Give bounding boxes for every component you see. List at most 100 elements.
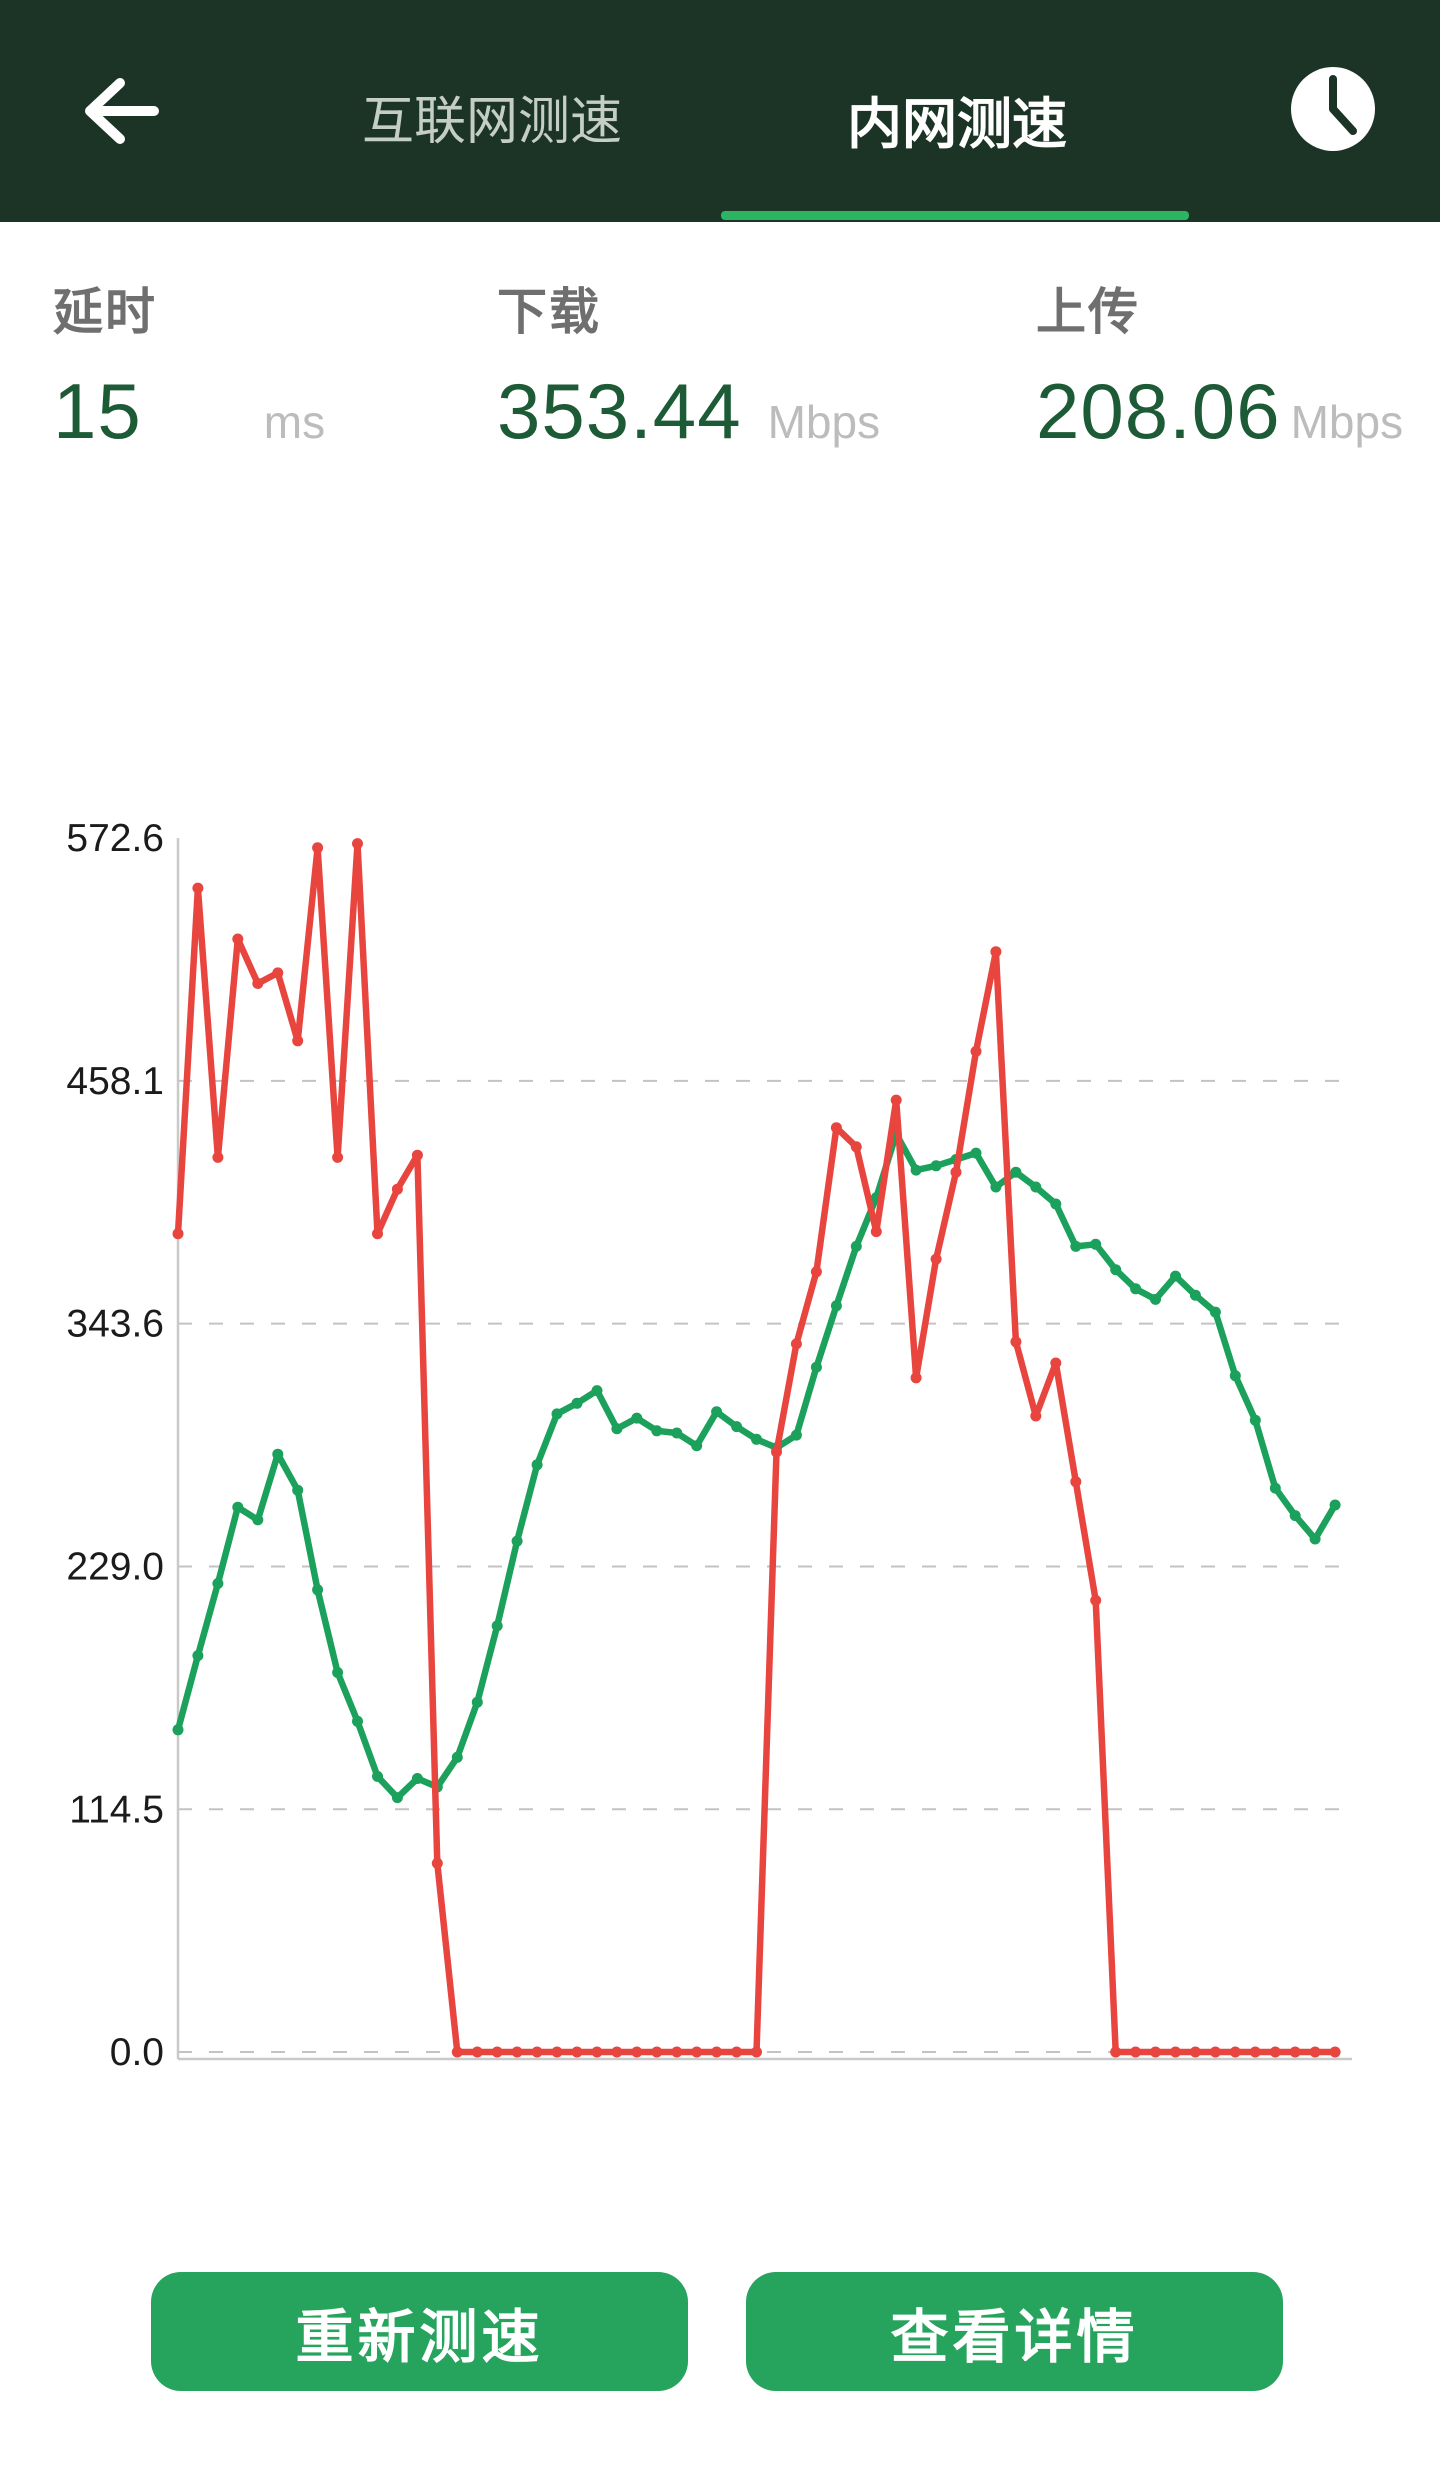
red-download-curve-point [571, 2046, 583, 2058]
red-download-curve-point [691, 2046, 703, 2058]
red-download-curve-point [332, 1151, 344, 1163]
green-upload-curve-point [471, 1696, 483, 1708]
red-download-curve-point [1229, 2046, 1241, 2058]
y-tick-label: 0.0 [110, 2031, 164, 2074]
red-download-curve-point [830, 1122, 842, 1134]
clock-icon [1287, 67, 1379, 158]
upload-label: 上传 [1036, 284, 1140, 340]
arrow-left-icon [76, 78, 172, 162]
red-download-curve-point [511, 2046, 523, 2058]
green-upload-curve-point [1090, 1238, 1102, 1250]
red-download-curve-point [1130, 2046, 1142, 2058]
green-upload-curve-point [731, 1421, 743, 1433]
red-download-curve-point [771, 1446, 782, 1458]
green-upload-curve-point [571, 1397, 583, 1409]
red-download-curve-point [711, 2046, 723, 2058]
green-upload-curve-point [1050, 1198, 1062, 1210]
speed-chart-canvas: 572.6 458.1 343.6 229.0 114.5 0.0 [66, 817, 1352, 2074]
history-button[interactable] [1281, 62, 1375, 154]
red-download-curve-point [970, 1045, 982, 1057]
red-download-curve-point [671, 2046, 683, 2058]
red-download-curve-point [591, 2046, 603, 2058]
red-download-curve-point [531, 2046, 543, 2058]
y-tick-label: 114.5 [69, 1788, 164, 1831]
green-upload-curve-point [830, 1300, 842, 1312]
green-upload-curve-point [511, 1535, 523, 1547]
red-download-curve-point [431, 1857, 443, 1869]
green-upload-curve-point [1170, 1270, 1181, 1282]
green-upload-curve-point [910, 1164, 922, 1176]
red-download-curve-point [411, 1149, 423, 1161]
red-download-curve-point [990, 946, 1002, 958]
red-download-curve-point [1110, 2046, 1122, 2058]
latency-label: 延时 [53, 284, 157, 340]
red-download-curve-point [1150, 2046, 1161, 2058]
green-upload-curve-point [1269, 1482, 1281, 1494]
green-upload-curve-point [212, 1578, 224, 1589]
red-download-curve-point [751, 2046, 762, 2058]
red-download-curve-point [1170, 2046, 1181, 2058]
tab-internet-speedtest[interactable]: 互联网测速 [356, 78, 628, 155]
red-download-curve-line [174, 840, 1339, 2056]
red-download-curve-point [870, 1226, 882, 1238]
red-download-curve-point [1209, 2046, 1221, 2058]
green-upload-curve-point [711, 1406, 723, 1418]
green-upload-curve-point [551, 1408, 563, 1420]
red-download-curve-point [451, 2046, 463, 2058]
green-upload-curve-point [1309, 1533, 1321, 1545]
green-upload-curve-point [1329, 1499, 1341, 1511]
green-upload-curve-point [1189, 1289, 1201, 1301]
tab-intranet-speedtest[interactable]: 内网测速 [841, 78, 1073, 160]
back-button[interactable] [70, 62, 166, 158]
retest-button[interactable]: 重新测速 [151, 2272, 688, 2391]
green-upload-curve-point [1030, 1181, 1042, 1193]
red-download-curve-point [312, 842, 324, 854]
download-unit: Mbps [767, 396, 881, 448]
red-download-curve-point [292, 1035, 304, 1047]
red-download-curve-point [790, 1338, 802, 1350]
green-upload-curve-point [810, 1361, 822, 1373]
red-download-curve-point [930, 1253, 942, 1265]
red-download-curve-point [471, 2046, 483, 2058]
green-upload-curve-point [631, 1412, 643, 1424]
green-upload-curve-point [970, 1147, 982, 1159]
green-upload-curve-point [491, 1620, 503, 1632]
green-upload-curve-point [591, 1385, 603, 1397]
red-download-curve-point [212, 1151, 224, 1163]
green-upload-curve-point [930, 1160, 942, 1172]
red-download-curve-point [252, 978, 264, 989]
green-upload-curve-point [1130, 1283, 1142, 1295]
green-upload-curve-point [1209, 1306, 1221, 1318]
red-download-curve-point [651, 2046, 663, 2058]
green-upload-curve-point [312, 1584, 324, 1596]
green-upload-curve-point [172, 1724, 184, 1736]
green-upload-curve-point [232, 1501, 244, 1513]
green-upload-curve-point [1289, 1510, 1301, 1522]
green-upload-curve-point [272, 1448, 284, 1460]
results-summary: 延时 15 ms 下载 353.44 Mbps 上传 208.06 Mbps [0, 272, 1440, 455]
red-download-curve-point [731, 2046, 743, 2058]
green-upload-curve-point [1249, 1414, 1261, 1426]
app-header: 互联网测速 内网测速 [0, 0, 1440, 222]
red-download-curve-point [1050, 1357, 1062, 1369]
green-upload-curve-point [1070, 1240, 1082, 1252]
view-details-button[interactable]: 查看详情 [746, 2272, 1283, 2391]
green-upload-curve-point [252, 1514, 264, 1526]
red-download-curve-point [890, 1094, 902, 1106]
red-download-curve-point [352, 838, 363, 850]
latency-unit: ms [263, 396, 326, 448]
green-upload-curve-point [790, 1429, 802, 1441]
green-upload-curve-point [292, 1484, 304, 1496]
green-upload-curve-line [174, 1130, 1339, 1801]
green-upload-curve-point [611, 1423, 623, 1435]
y-tick-label: 572.6 [66, 817, 164, 860]
stat-latency: 延时 15 ms [53, 272, 325, 457]
download-label: 下载 [497, 284, 601, 340]
red-download-curve-point [611, 2046, 623, 2058]
green-upload-curve-point [751, 1433, 762, 1445]
green-upload-curve-point [1150, 1293, 1161, 1305]
green-upload-curve-point [671, 1427, 683, 1439]
red-download-curve-point [631, 2046, 643, 2058]
red-download-curve-point [192, 882, 204, 894]
green-upload-curve-point [691, 1440, 703, 1452]
